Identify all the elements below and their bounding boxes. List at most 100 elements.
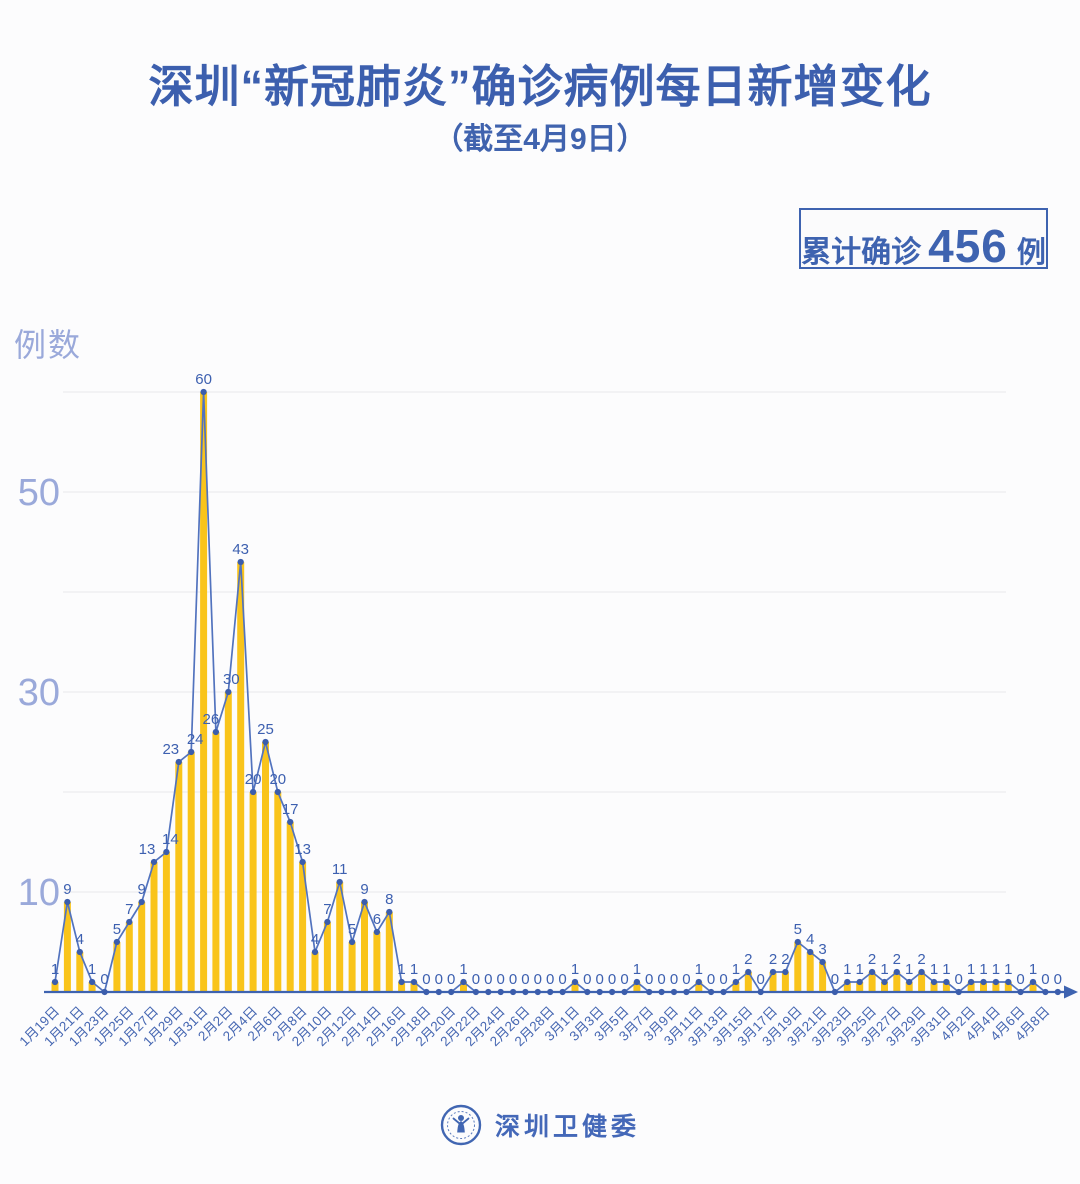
bar [1029,982,1037,992]
data-point [274,788,281,796]
bar [299,862,307,992]
value-label: 20 [269,771,286,788]
badge-prefix-label: 累计确诊 [801,236,922,269]
page-subtitle: （截至4月9日） [433,123,647,156]
bar [695,982,703,992]
data-point [732,978,740,986]
bar [410,982,418,992]
bar [162,852,170,992]
value-label: 5 [794,921,802,938]
data-point [658,988,665,996]
value-label: 60 [195,371,212,388]
bar [918,972,926,992]
data-point [881,978,888,986]
bar [125,922,133,992]
data-point [361,898,368,906]
value-label: 0 [472,971,480,988]
data-point [670,988,678,996]
data-point [856,978,863,986]
data-point [89,978,96,986]
bar [175,762,183,992]
data-point [819,958,826,966]
cumulative-badge: 累计确诊 456 例 [799,208,1048,272]
data-point [621,988,628,996]
y-tick-label: 10 [18,872,60,914]
value-label: 0 [583,971,591,988]
data-point [509,988,517,996]
data-point [869,968,876,976]
value-label: 0 [100,971,108,988]
data-point [584,988,591,996]
data-point [720,988,727,996]
value-label: 0 [422,971,430,988]
data-point [51,978,59,986]
bar [781,972,789,992]
data-point [633,978,641,986]
value-label: 43 [232,541,249,558]
data-point [150,858,158,866]
data-point [299,858,306,866]
value-label: 2 [893,951,901,968]
bar [744,972,752,992]
value-label: 1 [905,961,913,978]
bar [769,972,777,992]
data-point [448,988,455,996]
footer: 深圳卫健委 [0,1104,1080,1146]
bar [187,752,195,992]
bar [76,952,84,992]
value-label: 0 [435,971,443,988]
data-point [237,558,244,566]
data-point [225,688,232,696]
bar [373,932,381,992]
data-point [398,978,405,986]
data-point [782,968,789,976]
data-point [571,978,579,986]
value-label: 8 [385,891,393,908]
data-point [596,988,603,996]
value-label: 0 [447,971,455,988]
value-label: 7 [125,901,133,918]
data-point [287,818,294,826]
value-label: 0 [596,971,604,988]
value-label: 1 [843,961,851,978]
data-point [980,978,987,986]
data-point [138,898,145,906]
value-label: 0 [1054,971,1062,988]
data-point [522,988,529,996]
y-tick-label: 30 [18,672,60,714]
data-point [373,928,380,936]
data-point [200,388,207,396]
bar [63,902,71,992]
value-label: 1 [732,961,740,978]
value-label: 0 [1041,971,1049,988]
value-label: 4 [311,931,319,948]
value-label: 2 [917,951,925,968]
data-point [460,978,467,986]
bar [113,942,121,992]
value-label: 0 [620,971,628,988]
value-label: 5 [113,921,121,938]
value-label: 1 [1004,961,1012,978]
data-point [324,918,331,926]
value-label: 0 [558,971,566,988]
value-label: 14 [162,831,179,848]
data-point [410,978,418,986]
data-point [1005,978,1012,986]
bar [336,882,344,992]
bar [1004,982,1012,992]
data-point [1042,988,1049,996]
bar [942,982,950,992]
data-point [893,968,900,976]
value-label: 2 [868,951,876,968]
bar [51,982,59,992]
value-label: 1 [967,961,975,978]
data-point [757,988,764,996]
data-point [485,988,492,996]
value-label: 1 [1029,961,1037,978]
bar [150,862,158,992]
data-point [844,978,851,986]
value-label: 26 [203,711,220,728]
value-label: 0 [682,971,690,988]
bar [980,982,987,992]
bar [794,942,802,992]
